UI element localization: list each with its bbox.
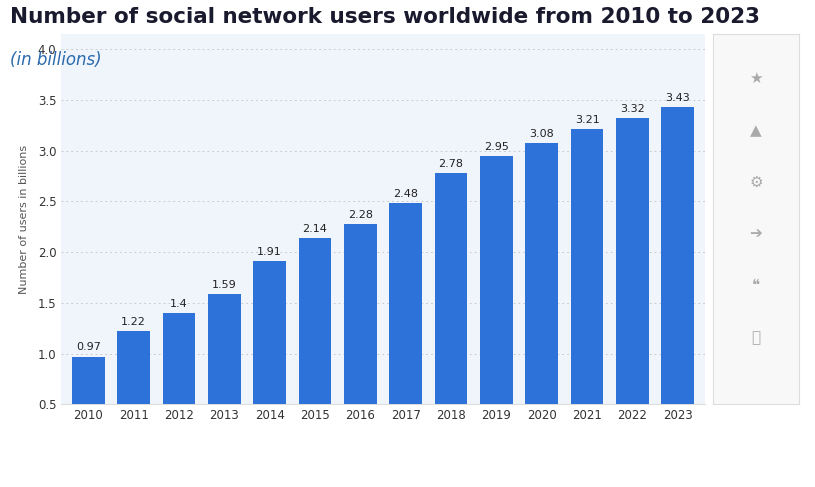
Text: 3.21: 3.21 xyxy=(575,115,600,125)
Text: 0.97: 0.97 xyxy=(76,342,101,353)
Text: (in billions): (in billions) xyxy=(10,51,101,69)
Text: 2.95: 2.95 xyxy=(484,142,509,152)
Bar xyxy=(299,238,332,455)
Text: 3.43: 3.43 xyxy=(665,93,690,103)
Bar xyxy=(390,204,422,455)
Y-axis label: Number of users in billions: Number of users in billions xyxy=(20,145,29,294)
Text: 2.78: 2.78 xyxy=(438,159,464,169)
Bar xyxy=(117,331,150,455)
Text: ❝: ❝ xyxy=(751,278,760,293)
Text: 1.59: 1.59 xyxy=(212,280,236,290)
Text: 1.4: 1.4 xyxy=(170,299,188,309)
Text: 1.22: 1.22 xyxy=(121,317,146,327)
Text: 2.14: 2.14 xyxy=(302,224,328,234)
Text: ➔: ➔ xyxy=(750,226,762,242)
Bar xyxy=(662,107,694,455)
Bar xyxy=(616,118,649,455)
Text: 3.32: 3.32 xyxy=(620,104,645,114)
Text: Number of social network users worldwide from 2010 to 2023: Number of social network users worldwide… xyxy=(10,7,760,27)
Bar xyxy=(163,313,196,455)
Bar xyxy=(570,130,603,455)
Text: ⎙: ⎙ xyxy=(751,330,760,345)
Text: ★: ★ xyxy=(749,71,763,86)
Bar xyxy=(344,224,377,455)
Bar xyxy=(253,261,286,455)
Bar xyxy=(526,143,558,455)
Text: 2.48: 2.48 xyxy=(393,189,418,199)
Bar xyxy=(480,156,513,455)
Bar xyxy=(434,173,467,455)
Text: ⚙: ⚙ xyxy=(749,175,763,189)
Bar xyxy=(72,356,104,455)
Bar xyxy=(208,294,240,455)
Text: 2.28: 2.28 xyxy=(348,210,373,220)
Text: ▲: ▲ xyxy=(750,123,762,138)
Text: 1.91: 1.91 xyxy=(258,247,282,257)
Text: 3.08: 3.08 xyxy=(530,129,554,138)
